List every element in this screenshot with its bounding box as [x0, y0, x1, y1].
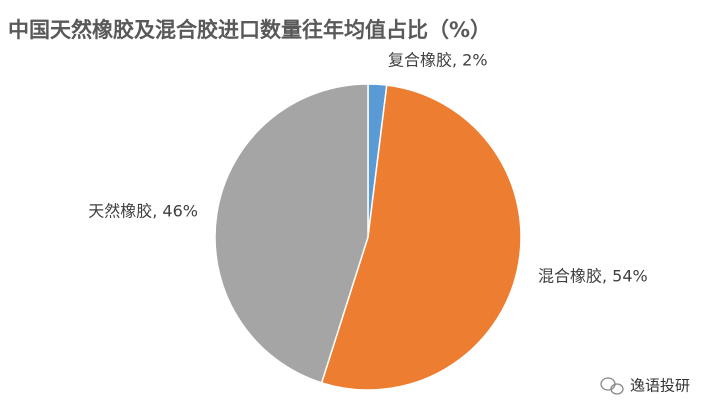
watermark: 逸语投研: [630, 377, 690, 395]
watermark-icon: [600, 377, 624, 395]
chart-title: 中国天然橡胶及混合胶进口数量往年均值占比（%）: [8, 18, 491, 42]
pie-slice: [320, 84, 522, 391]
data-label: 天然橡胶, 46%: [88, 202, 198, 221]
data-label: 混合橡胶, 54%: [538, 267, 648, 286]
data-label: 复合橡胶, 2%: [388, 51, 488, 70]
pie-slice: [214, 83, 369, 384]
